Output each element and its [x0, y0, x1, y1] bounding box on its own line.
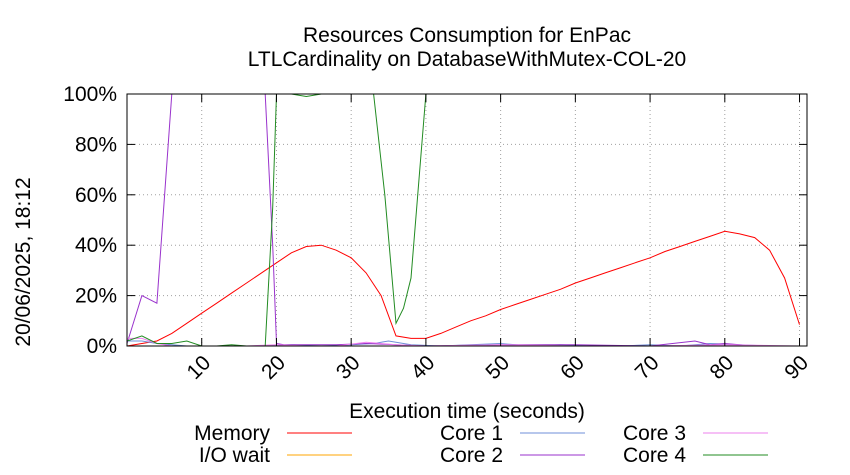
series-line-memory [126, 230, 800, 347]
y-tick-label: 80% [75, 133, 117, 156]
legend-label-i-o-wait: I/O wait [199, 444, 270, 467]
y-axis-ticks: 0% 20% 40% 60% 80% 100% [63, 83, 807, 358]
x-tick-label: 50 [481, 351, 514, 384]
plot-frame [126, 93, 808, 347]
x-tick-label: 60 [556, 351, 589, 384]
x-tick-label: 70 [631, 351, 664, 384]
x-axis-label: Execution time (seconds) [349, 400, 585, 423]
x-tick-label: 80 [706, 351, 739, 384]
series-line-core-2 [126, 93, 800, 347]
x-tick-label: 10 [182, 351, 215, 384]
y-tick-label: 100% [63, 83, 117, 106]
chart-title: Resources Consumption for EnPac [303, 24, 631, 47]
x-tick-label: 30 [332, 351, 365, 384]
legend-label-core-4: Core 4 [623, 444, 686, 467]
legend-label-core-2: Core 2 [440, 444, 503, 467]
x-tick-label: 90 [780, 351, 813, 384]
y-tick-label: 60% [75, 184, 117, 207]
x-tick-label: 40 [407, 351, 440, 384]
y-tick-label: 40% [75, 234, 117, 257]
series-line-core-4 [126, 93, 800, 347]
x-tick-label: 20 [257, 351, 290, 384]
legend-label-core-1: Core 1 [440, 422, 503, 445]
y-tick-label: 0% [87, 335, 117, 358]
y-tick-label: 20% [75, 285, 117, 308]
series-lines [126, 93, 800, 347]
timestamp-label: 20/06/2025, 18:12 [12, 177, 35, 346]
legend-label-core-3: Core 3 [623, 422, 686, 445]
legend-label-memory: Memory [194, 422, 270, 445]
grid-lines [127, 94, 807, 346]
x-axis-ticks: 10 20 30 40 50 60 70 80 90 [182, 94, 813, 384]
chart-subtitle: LTLCardinality on DatabaseWithMutex-COL-… [248, 48, 686, 71]
